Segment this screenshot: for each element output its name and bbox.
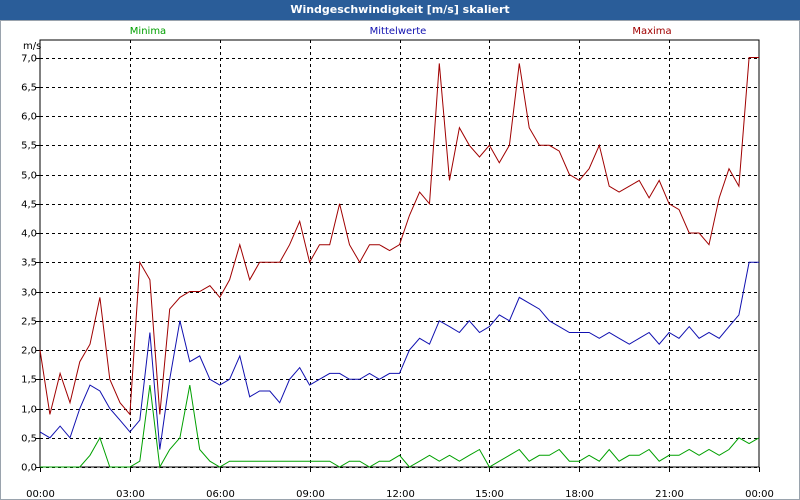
y-tick-label: 6,5 [21,83,37,94]
x-tick-time: 18:00 [565,489,594,499]
x-tick-time: 15:00 [475,489,504,499]
legend-maxima: Maxima [632,26,671,37]
y-tick-label: 3,5 [21,258,37,269]
y-tick-label: 4,0 [21,229,37,240]
series-line-minima [40,385,760,469]
y-tick-label: 5,0 [21,171,37,182]
x-tick-time: 06:00 [206,489,235,499]
series-line-mittelwerte [39,261,759,450]
y-tick-label: 0,5 [21,434,37,445]
y-tick-label: 2,0 [21,346,37,357]
x-tick-time: 00:00 [745,489,774,499]
y-tick-label: 4,5 [21,200,37,211]
plot-border [39,39,760,468]
y-tick-label: 1,0 [21,405,37,416]
y-tick-label: 5,5 [21,141,37,152]
x-tick-time: 21:00 [655,489,684,499]
series-lines [39,57,760,469]
x-tick-time: 09:00 [296,489,325,499]
y-tick-label: 3,0 [21,288,37,299]
y-tick-label: 1,5 [21,375,37,386]
y-tick-label: 2,5 [21,317,37,328]
y-axis-unit: m/s [23,41,41,52]
series-line-maxima [39,57,759,416]
axes: 0,0 0,5 1,0 1,5 2,0 2,5 3,0 3,5 4,0 4,5 5,0 5,5 6,0 6… [21,39,774,499]
legend-mittelwerte: Mittelwerte [370,26,427,37]
line-chart: 0,0 0,5 1,0 1,5 2,0 2,5 3,0 3,5 4,0 4,5 5,0 5,5 6,0 6… [21,26,774,499]
y-tick-label: 0,0 [21,463,37,474]
x-tick-time: 00:00 [26,489,55,499]
x-tick-time: 12:00 [386,489,415,499]
grid [40,40,759,468]
chart-frame: 0,0 0,5 1,0 1,5 2,0 2,5 3,0 3,5 4,0 4,5 5,0 5,5 6,0 6… [0,20,800,500]
legend: Minima Mittelwerte Maxima [130,26,672,37]
y-tick-label: 7,0 [21,54,37,65]
chart-title: Windgeschwindigkeit [m/s] skaliert [0,0,800,20]
x-tick-time: 03:00 [116,489,145,499]
y-tick-label: 6,0 [21,112,37,123]
legend-minima: Minima [130,26,166,37]
